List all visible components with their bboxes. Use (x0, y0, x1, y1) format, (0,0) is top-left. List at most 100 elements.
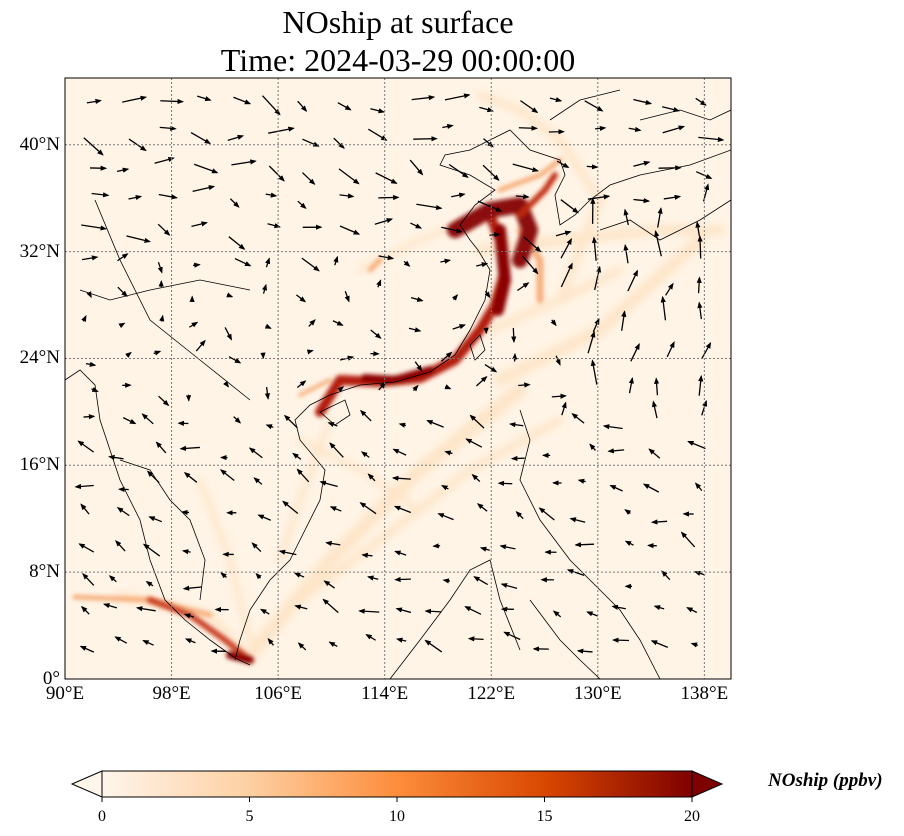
wind-arrow (367, 473, 376, 482)
wind-arrow (403, 260, 411, 267)
wind-arrow (81, 255, 99, 261)
wind-arrow (370, 329, 382, 339)
wind-arrow (251, 542, 262, 553)
wind-arrow (651, 400, 658, 419)
wind-arrow (262, 283, 268, 294)
wind-arrow (359, 409, 372, 422)
wind-arrow (367, 575, 379, 581)
wind-arrow (361, 552, 373, 558)
wind-arrow (337, 102, 352, 111)
map-title-line1: NOship at surface (282, 4, 514, 40)
wind-arrow (590, 359, 598, 385)
wind-arrow (122, 95, 148, 103)
wind-arrow (86, 291, 92, 299)
wind-arrow (264, 387, 270, 400)
wind-arrow (117, 286, 128, 298)
wind-arrow (592, 317, 600, 333)
wind-arrow (517, 282, 530, 292)
wind-arrow (555, 230, 572, 237)
wind-arrow (551, 393, 567, 399)
wind-arrow (81, 224, 107, 231)
wind-arrow (687, 440, 706, 450)
wind-arrow (584, 100, 604, 112)
wind-arrow (155, 441, 167, 454)
wind-arrow (628, 126, 642, 132)
wind-arrow (117, 253, 129, 262)
wind-arrow (220, 572, 227, 579)
wind-arrow (394, 550, 407, 556)
wind-arrow (375, 172, 398, 184)
wind-arrow (159, 314, 165, 322)
wind-arrow (146, 470, 160, 484)
colorbar-tick-label: 20 (684, 808, 700, 825)
colorbar (70, 770, 724, 802)
wind-arrow (694, 482, 703, 492)
wind-arrow (79, 645, 95, 653)
wind-arrow (630, 343, 640, 362)
wind-arrow (296, 294, 307, 303)
wind-arrow (648, 448, 661, 459)
wind-arrow (125, 351, 132, 358)
wind-arrow (561, 401, 567, 416)
wind-arrow (297, 642, 307, 651)
lon-tick-label: 114°E (361, 683, 409, 704)
wind-arrow (412, 384, 419, 392)
wind-arrow (441, 226, 463, 234)
coastlines (65, 89, 731, 679)
wind-arrow (302, 138, 320, 147)
lon-tick-label: 122°E (467, 683, 516, 704)
wind-arrow (484, 290, 491, 299)
wind-arrow (518, 125, 539, 131)
wind-arrow (278, 549, 297, 556)
wind-arrow (183, 471, 198, 483)
wind-arrow (550, 319, 557, 327)
wind-arrow (654, 229, 662, 257)
lon-tick-label: 90°E (45, 683, 85, 704)
wind-arrow (577, 478, 586, 484)
wind-arrow (411, 95, 436, 101)
wind-arrow (589, 443, 596, 451)
wind-arrow (650, 640, 669, 648)
wind-arrow (621, 310, 627, 331)
wind-arrow (192, 185, 216, 193)
wind-arrow (398, 422, 407, 428)
wind-arrow (188, 321, 199, 328)
wind-arrow (624, 540, 634, 546)
wind-arrow (234, 257, 252, 267)
wind-arrow (686, 607, 698, 614)
wind-arrow (86, 98, 102, 105)
colorbar-tick-label: 0 (98, 808, 106, 825)
wind-arrow (611, 604, 626, 610)
wind-arrow (128, 194, 143, 201)
wind-arrow (549, 97, 563, 103)
wind-arrow (82, 573, 95, 586)
wind-arrow (268, 165, 285, 182)
wind-arrow (633, 98, 653, 105)
wind-arrow (329, 442, 344, 458)
wind-arrow (653, 605, 665, 611)
colorbar-max-extension (691, 770, 724, 798)
wind-arrow (370, 108, 385, 114)
wind-arrow (518, 382, 531, 388)
wind-arrow (451, 294, 459, 301)
wind-arrow (666, 341, 675, 358)
wind-arrow (255, 572, 262, 580)
wind-arrow (191, 221, 208, 228)
wind-arrow (426, 420, 444, 428)
wind-arrow (520, 100, 539, 114)
lat-tick-label: 40°N (19, 133, 60, 155)
wind-arrow (108, 575, 117, 583)
wind-arrow (114, 636, 128, 644)
wind-arrow (416, 203, 443, 210)
wind-arrow (157, 223, 171, 236)
wind-arrow (337, 386, 345, 393)
wind-arrow (515, 511, 524, 520)
wind-arrow (602, 424, 623, 430)
wind-arrow (464, 606, 482, 615)
wind-arrow (118, 322, 126, 329)
wind-arrow (522, 255, 539, 275)
wind-arrow (308, 319, 316, 327)
wind-arrow (83, 414, 96, 420)
wind-arrow (697, 235, 703, 259)
wind-arrow (392, 448, 407, 456)
